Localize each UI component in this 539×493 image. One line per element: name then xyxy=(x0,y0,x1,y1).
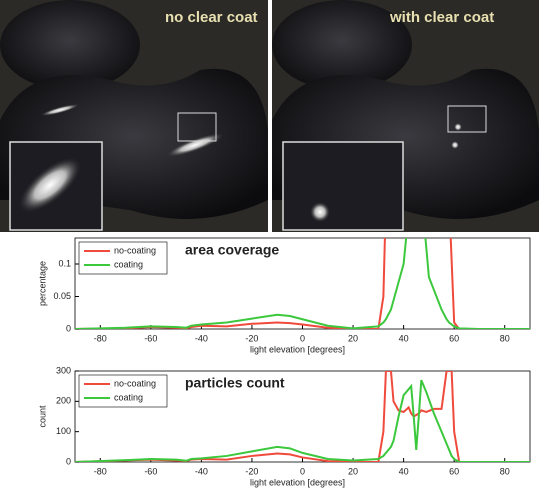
x-tick-label: -80 xyxy=(94,466,107,476)
x-tick-label: 20 xyxy=(348,466,358,476)
x-axis-label: light elevation [degrees] xyxy=(250,477,345,487)
x-tick-label: -40 xyxy=(195,466,208,476)
y-axis-label: count xyxy=(37,405,47,428)
y-tick-label: 0.1 xyxy=(58,258,71,268)
series-line xyxy=(75,238,530,329)
photo-right: with clear coat xyxy=(272,0,539,232)
x-tick-label: -80 xyxy=(94,333,107,343)
legend-label: coating xyxy=(114,392,143,402)
x-tick-label: 20 xyxy=(348,333,358,343)
x-tick-label: -60 xyxy=(144,466,157,476)
x-tick-label: 40 xyxy=(399,466,409,476)
x-tick-label: -20 xyxy=(245,333,258,343)
legend-label: no-coating xyxy=(114,245,156,255)
y-tick-label: 200 xyxy=(56,396,71,406)
x-tick-label: 40 xyxy=(399,333,409,343)
photo-left: no clear coat xyxy=(0,0,268,232)
legend-label: no-coating xyxy=(114,378,156,388)
photo-label: with clear coat xyxy=(389,9,494,26)
x-tick-label: -60 xyxy=(144,333,157,343)
x-tick-label: -40 xyxy=(195,333,208,343)
chart: 0 0.05 0.1 -80 -60 -40 -20 0 20 40 60 80 light eleva… xyxy=(37,237,531,354)
x-tick-label: 60 xyxy=(449,466,459,476)
photo-label: no clear coat xyxy=(165,9,258,26)
series-line xyxy=(75,379,530,462)
x-axis-label: light elevation [degrees] xyxy=(250,344,345,354)
x-tick-label: 80 xyxy=(500,333,510,343)
x-tick-label: -20 xyxy=(245,466,258,476)
annotation: particles count xyxy=(185,375,285,391)
y-tick-label: 0 xyxy=(66,323,71,333)
legend-box xyxy=(78,374,168,408)
y-tick-label: 300 xyxy=(56,365,71,375)
legend-label: coating xyxy=(114,259,143,269)
y-tick-label: 100 xyxy=(56,426,71,436)
x-tick-label: 80 xyxy=(500,466,510,476)
y-tick-label: 0 xyxy=(66,456,71,466)
x-tick-label: 60 xyxy=(449,333,459,343)
chart: 0 100 200 300 -80 -60 -40 -20 0 20 40 60 80 light ele… xyxy=(37,365,531,487)
x-tick-label: 0 xyxy=(300,466,305,476)
legend-box xyxy=(78,241,168,275)
annotation: area coverage xyxy=(185,242,279,258)
y-tick-label: 0.05 xyxy=(53,291,71,301)
y-axis-label: percentage xyxy=(37,261,47,306)
x-tick-label: 0 xyxy=(300,333,305,343)
